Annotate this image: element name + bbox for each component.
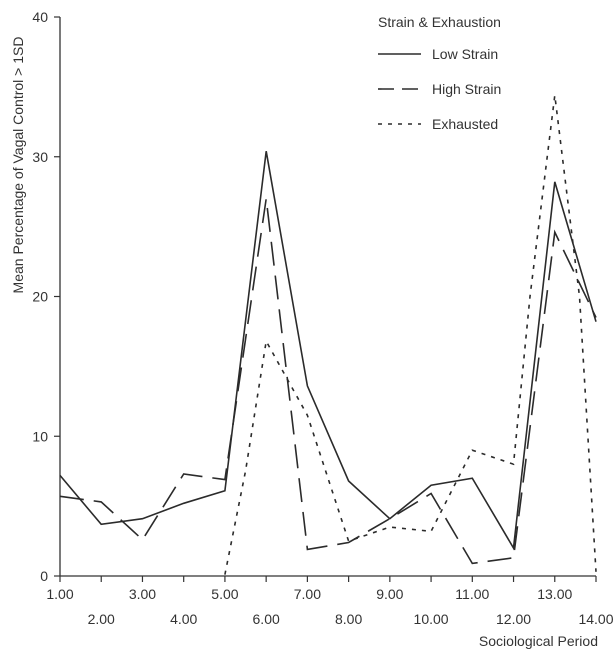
- legend-entries: Low Strain High Strain Exhausted: [378, 46, 501, 132]
- x-tick-label: 4.00: [170, 611, 197, 627]
- x-tick-label: 2.00: [88, 611, 115, 627]
- y-tick-label: 0: [40, 568, 48, 584]
- axes: [59, 17, 596, 577]
- x-tick-label: 5.00: [211, 586, 238, 602]
- legend-label: High Strain: [432, 81, 501, 97]
- y-tick-label: 40: [32, 9, 48, 25]
- y-tick-label: 10: [32, 428, 48, 444]
- x-tick-label: 9.00: [376, 586, 403, 602]
- series-layer: [59, 95, 597, 575]
- series-line-high-strain: [59, 198, 597, 565]
- x-tick-label: 6.00: [253, 611, 280, 627]
- x-tick-label: 8.00: [335, 611, 362, 627]
- series-line-low-strain: [59, 151, 597, 551]
- y-tick-label: 20: [32, 289, 48, 305]
- legend-title: Strain & Exhaustion: [378, 14, 501, 30]
- y-axis-ticks: 0 10 20 30 40: [32, 9, 60, 584]
- y-axis-title: Mean Percentage of Vagal Control > 1SD: [10, 37, 26, 294]
- x-tick-label: 14.00: [578, 611, 613, 627]
- x-tick-label: 7.00: [294, 586, 321, 602]
- x-tick-label: 1.00: [46, 586, 73, 602]
- legend: Strain & Exhaustion Low Strain High Strai…: [378, 14, 501, 132]
- x-axis-ticks: 1.00 3.00 5.00 7.00 9.00 11.00 13.00 2.00 4.00 6.…: [46, 576, 614, 627]
- legend-label: Exhausted: [432, 116, 498, 132]
- y-tick-label: 30: [32, 149, 48, 165]
- legend-label: Low Strain: [432, 46, 498, 62]
- x-tick-label: 3.00: [129, 586, 156, 602]
- x-axis-title: Sociological Period: [479, 633, 598, 649]
- x-tick-label: 13.00: [537, 586, 572, 602]
- x-tick-label: 12.00: [496, 611, 531, 627]
- x-tick-label: 10.00: [414, 611, 449, 627]
- x-tick-label: 11.00: [455, 586, 489, 602]
